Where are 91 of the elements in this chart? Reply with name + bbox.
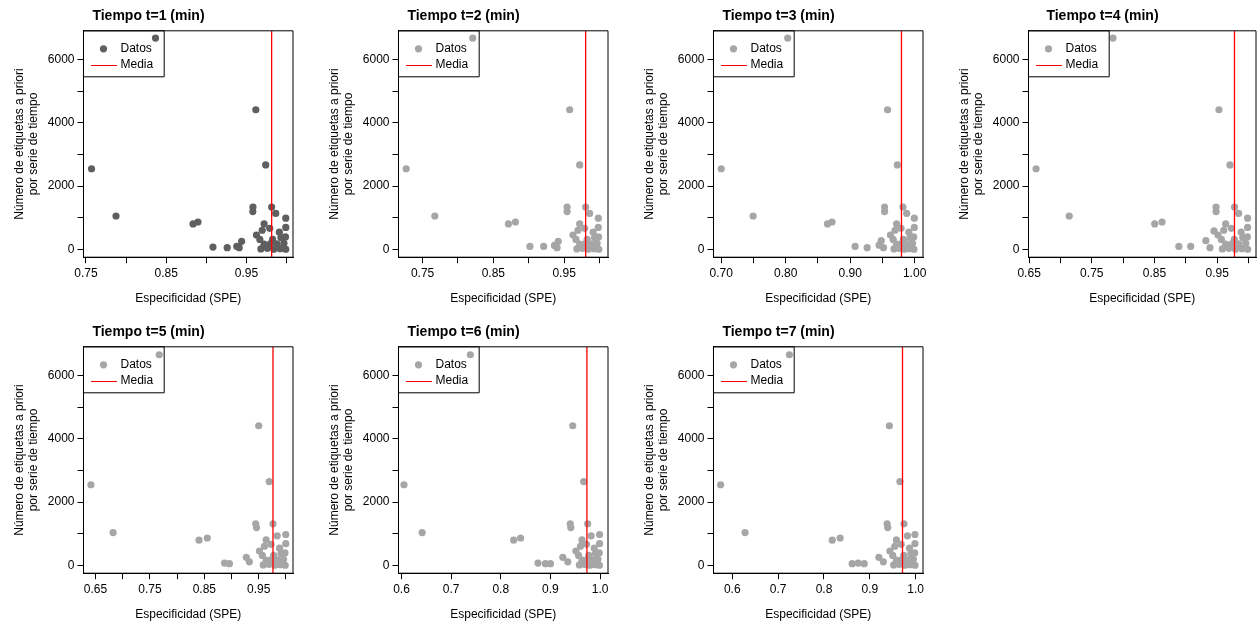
chart-title: Tiempo t=6 (min) bbox=[407, 323, 520, 340]
y-tick-label: 2000 bbox=[362, 178, 390, 193]
x-tick-label: 0.65 bbox=[83, 581, 108, 596]
legend-label: Media bbox=[435, 373, 469, 388]
x-tick-label: 0.8 bbox=[492, 581, 510, 596]
legend-label: Media bbox=[120, 57, 154, 72]
y-tick-label: 6000 bbox=[362, 367, 390, 382]
y-tick-label: 0 bbox=[1012, 241, 1020, 256]
legend-label: Datos bbox=[750, 357, 782, 372]
x-axis-title: Especificidad (SPE) bbox=[135, 291, 242, 306]
y-tick-label: 2000 bbox=[677, 494, 705, 509]
x-tick-label: 0.7 bbox=[769, 581, 787, 596]
x-tick-label: 0.85 bbox=[481, 265, 506, 280]
legend-label: Media bbox=[1065, 57, 1099, 72]
chart-title: Tiempo t=3 (min) bbox=[722, 7, 835, 24]
x-tick-label: 0.65 bbox=[1017, 265, 1042, 280]
x-tick-label: 1.00 bbox=[902, 265, 927, 280]
legend-label: Datos bbox=[1065, 41, 1097, 56]
chart-title: Tiempo t=1 (min) bbox=[92, 7, 205, 24]
legend-label: Media bbox=[750, 57, 784, 72]
legend-label: Datos bbox=[120, 41, 152, 56]
y-axis-title: Número de etiquetas a priori por serie de tiempo bbox=[11, 384, 40, 536]
y-tick-label: 2000 bbox=[362, 494, 390, 509]
y-axis-title: Número de etiquetas a priori por serie de tiempo bbox=[326, 68, 355, 220]
y-tick-label: 4000 bbox=[362, 115, 390, 130]
x-tick-label: 0.75 bbox=[1080, 265, 1104, 280]
x-tick-label: 0.80 bbox=[774, 265, 798, 280]
y-axis-title: Número de etiquetas a priori por serie de tiempo bbox=[956, 68, 985, 220]
chart-title: Tiempo t=4 (min) bbox=[1046, 7, 1159, 24]
x-tick-label: 0.85 bbox=[154, 265, 179, 280]
y-tick-label: 0 bbox=[697, 241, 705, 256]
x-tick-label: 0.85 bbox=[192, 581, 217, 596]
x-tick-label: 0.75 bbox=[74, 265, 98, 280]
y-tick-label: 6000 bbox=[992, 51, 1020, 66]
y-tick-label: 2000 bbox=[992, 178, 1020, 193]
x-tick-label: 0.7 bbox=[442, 581, 460, 596]
x-axis-title: Especificidad (SPE) bbox=[1089, 291, 1196, 306]
x-tick-label: 0.70 bbox=[709, 265, 734, 280]
y-tick-label: 4000 bbox=[47, 115, 75, 130]
y-tick-label: 0 bbox=[382, 557, 390, 572]
y-axis-title: Número de etiquetas a priori por serie de tiempo bbox=[326, 384, 355, 536]
x-tick-label: 0.9 bbox=[861, 581, 879, 596]
x-tick-label: 0.75 bbox=[410, 265, 435, 280]
x-axis-title: Especificidad (SPE) bbox=[135, 607, 242, 622]
y-tick-label: 2000 bbox=[47, 494, 75, 509]
legend-label: Media bbox=[120, 373, 154, 388]
y-tick-label: 0 bbox=[67, 241, 75, 256]
legend-label: Media bbox=[435, 57, 469, 72]
x-tick-label: 0.95 bbox=[552, 265, 577, 280]
chart-title: Tiempo t=5 (min) bbox=[92, 323, 205, 340]
chart-title: Tiempo t=7 (min) bbox=[722, 323, 835, 340]
legend-label: Datos bbox=[120, 357, 152, 372]
legend-label: Datos bbox=[750, 41, 782, 56]
y-tick-label: 0 bbox=[67, 557, 75, 572]
y-tick-label: 6000 bbox=[677, 367, 705, 382]
x-tick-label: 0.8 bbox=[815, 581, 833, 596]
x-axis-title: Especificidad (SPE) bbox=[450, 607, 557, 622]
y-tick-label: 6000 bbox=[47, 51, 75, 66]
x-tick-label: 0.95 bbox=[1205, 265, 1230, 280]
y-axis-title: Número de etiquetas a priori por serie de tiempo bbox=[11, 68, 40, 220]
x-tick-label: 1.0 bbox=[591, 581, 609, 596]
y-tick-label: 6000 bbox=[677, 51, 705, 66]
chart-title: Tiempo t=2 (min) bbox=[407, 7, 520, 24]
x-tick-label: 0.9 bbox=[542, 581, 560, 596]
y-tick-label: 4000 bbox=[677, 115, 705, 130]
y-tick-label: 6000 bbox=[47, 367, 75, 382]
x-tick-label: 0.90 bbox=[838, 265, 863, 280]
x-tick-label: 0.75 bbox=[138, 581, 162, 596]
x-tick-label: 0.85 bbox=[1142, 265, 1167, 280]
y-tick-label: 2000 bbox=[47, 178, 75, 193]
y-axis-title: Número de etiquetas a priori por serie de tiempo bbox=[641, 384, 670, 536]
x-axis-title: Especificidad (SPE) bbox=[765, 607, 872, 622]
y-tick-label: 4000 bbox=[677, 431, 705, 446]
x-tick-label: 0.95 bbox=[234, 265, 259, 280]
x-tick-label: 0.6 bbox=[723, 581, 741, 596]
y-axis-title: Número de etiquetas a priori por serie de tiempo bbox=[641, 68, 670, 220]
x-tick-label: 0.6 bbox=[393, 581, 411, 596]
y-tick-label: 4000 bbox=[47, 431, 75, 446]
legend-label: Media bbox=[750, 373, 784, 388]
y-tick-label: 6000 bbox=[362, 51, 390, 66]
x-tick-label: 1.0 bbox=[907, 581, 925, 596]
y-tick-label: 0 bbox=[697, 557, 705, 572]
x-tick-label: 0.95 bbox=[247, 581, 271, 596]
y-tick-label: 0 bbox=[382, 241, 390, 256]
y-tick-label: 2000 bbox=[677, 178, 705, 193]
x-axis-title: Especificidad (SPE) bbox=[765, 291, 872, 306]
legend-label: Datos bbox=[435, 41, 467, 56]
x-axis-title: Especificidad (SPE) bbox=[450, 291, 557, 306]
y-tick-label: 4000 bbox=[362, 431, 390, 446]
legend-label: Datos bbox=[435, 357, 467, 372]
y-tick-label: 4000 bbox=[992, 115, 1020, 130]
